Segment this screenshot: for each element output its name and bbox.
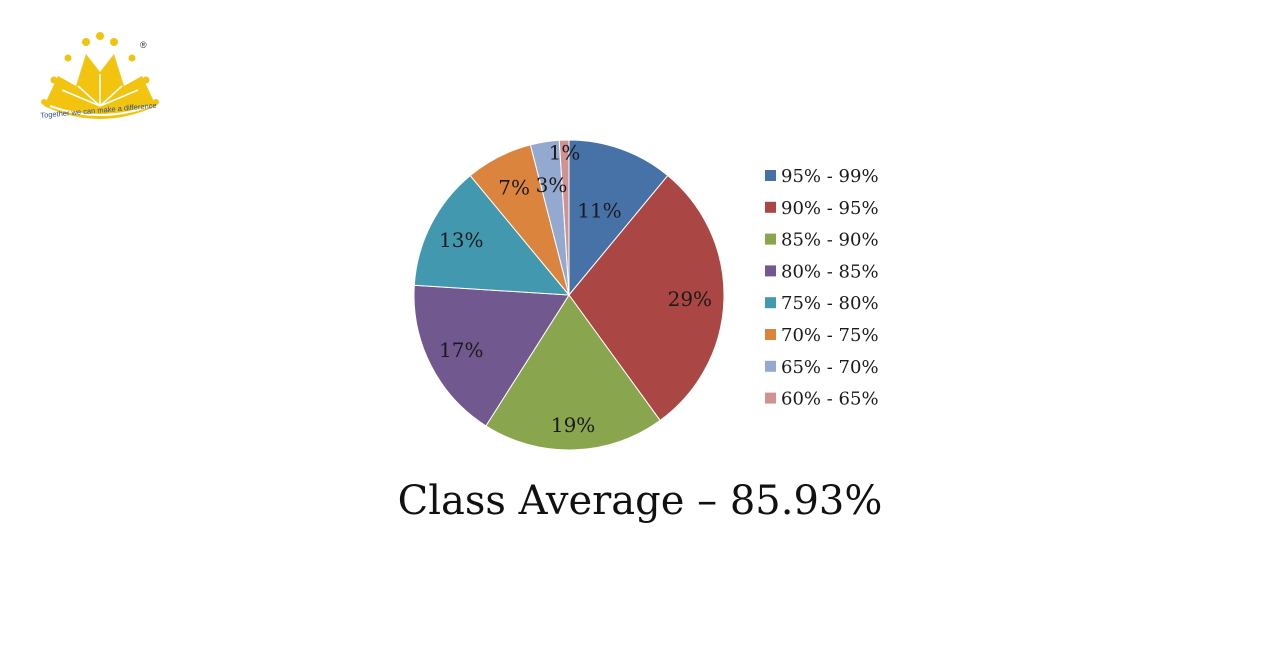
pie-slice	[485, 294, 661, 451]
legend-swatch	[765, 201, 776, 213]
pie-slice	[568, 174, 725, 422]
sun-crown-logo-icon: ®	[41, 32, 159, 119]
pie-slice	[558, 139, 570, 296]
legend-swatch	[765, 392, 776, 404]
legend-swatch	[765, 233, 776, 245]
pie-slice	[568, 139, 669, 297]
legend-swatch	[765, 329, 776, 340]
slice-data-label: 13%	[439, 228, 483, 252]
legend-swatch	[765, 265, 776, 277]
legend-entry-label: 65% - 70%	[781, 357, 879, 378]
pie-slices	[413, 139, 725, 451]
class-average-caption: Class Average – 85.93%	[397, 478, 883, 524]
legend-swatch	[765, 170, 776, 181]
slice-data-label: 17%	[439, 338, 483, 362]
pie-slice	[413, 284, 570, 427]
pie-chart: 11% 29% 19% 17% 13% 7% 3% 1% 95% - 99% 90% - 95%…	[413, 139, 879, 451]
slice-data-label: 1%	[549, 140, 581, 164]
legend-entry-label: 70% - 75%	[781, 325, 879, 346]
slice-data-label: 19%	[551, 413, 595, 437]
slice-data-label: 11%	[577, 198, 621, 222]
legend-entry-label: 95% - 99%	[781, 166, 879, 187]
chart-legend: 95% - 99% 90% - 95% 85% - 90% 80% - 85% 75% …	[765, 166, 879, 410]
registered-mark: ®	[140, 40, 147, 50]
legend-swatch	[765, 360, 776, 372]
pie-slice	[413, 174, 571, 296]
slice-data-label: 29%	[668, 287, 712, 311]
legend-entry-label: 60% - 65%	[781, 389, 879, 410]
legend-swatch	[765, 297, 776, 309]
legend-entry-label: 85% - 90%	[781, 230, 879, 251]
slice-data-label: 3%	[536, 173, 568, 197]
pie-slice-labels: 11% 29% 19% 17% 13% 7% 3% 1%	[439, 140, 712, 437]
legend-entry-label: 90% - 95%	[781, 198, 879, 219]
slice-data-label: 7%	[498, 175, 530, 199]
legend-entry-label: 75% - 80%	[781, 293, 879, 314]
legend-entry-label: 80% - 85%	[781, 261, 879, 282]
